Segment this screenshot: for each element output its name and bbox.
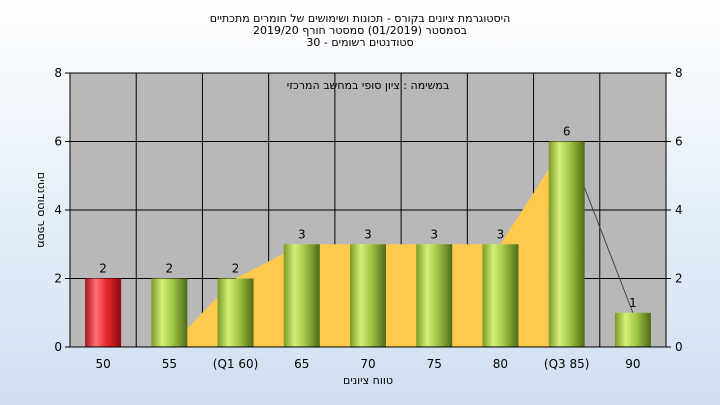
bar-70	[350, 244, 386, 347]
data-label: 2	[166, 262, 174, 276]
y-tick-label-right: 6	[675, 135, 683, 149]
bar-Q3-85	[548, 141, 585, 347]
chart-title: היסטוגרמת ציונים בקורס - תכונות ושימושים…	[210, 12, 511, 49]
chart-annotation: במשימה : ציון סופי במחשב המרכזי	[287, 79, 450, 92]
y-tick-label-left: 8	[54, 66, 62, 80]
bar-Q1-60	[217, 278, 254, 347]
data-label: 3	[430, 227, 438, 241]
y-axis-title: מספר סטודנטים	[35, 172, 48, 248]
bar-50	[85, 278, 122, 347]
bar-80	[482, 244, 519, 347]
bar-75	[416, 244, 453, 347]
x-tick-label: (Q1 60)	[213, 357, 259, 371]
bar-65	[283, 244, 320, 347]
y-tick-label-right: 0	[675, 340, 683, 354]
x-axis-title: טווח ציונים	[343, 374, 393, 387]
x-tick-label: 65	[294, 357, 309, 371]
y-axis-left: 0 2 4 6 8	[54, 66, 70, 354]
x-tick-label: 70	[360, 357, 375, 371]
x-tick-label: 50	[95, 357, 110, 371]
data-label: 3	[364, 227, 372, 241]
x-tick-label: 75	[427, 357, 442, 371]
y-axis-right: 0 2 4 6 8	[666, 66, 683, 354]
data-label: 2	[232, 262, 240, 276]
data-label: 2	[99, 262, 107, 276]
data-label: 1	[629, 296, 637, 310]
y-tick-label-left: 0	[54, 340, 62, 354]
title-line-1: היסטוגרמת ציונים בקורס - תכונות ושימושים…	[210, 12, 511, 25]
title-line-3: סטודנטים רשומים - 30	[306, 36, 413, 49]
x-tick-label: 90	[625, 357, 640, 371]
x-tick-label: 80	[493, 357, 508, 371]
bar-90	[614, 312, 651, 347]
x-tick-label: (Q3 85)	[544, 357, 590, 371]
data-label: 3	[298, 227, 306, 241]
y-tick-label-left: 6	[54, 135, 62, 149]
bars	[85, 141, 651, 347]
bar-55	[151, 278, 188, 347]
title-line-2: בסמסטר (01/2019) סמסטר חורף 2019/20	[253, 24, 467, 37]
data-labels: 2 2 2 3 3 3 3 6 1	[99, 125, 636, 310]
y-tick-label-right: 4	[675, 203, 683, 217]
y-tick-label-left: 2	[54, 272, 62, 286]
x-axis: 50 55 (Q1 60) 65 70 75 80 (Q3 85) 90	[95, 357, 640, 371]
y-tick-label-right: 8	[675, 66, 683, 80]
y-tick-label-left: 4	[54, 203, 62, 217]
data-label: 6	[563, 125, 571, 139]
x-tick-label: 55	[162, 357, 177, 371]
data-label: 3	[497, 227, 505, 241]
y-tick-label-right: 2	[675, 272, 683, 286]
